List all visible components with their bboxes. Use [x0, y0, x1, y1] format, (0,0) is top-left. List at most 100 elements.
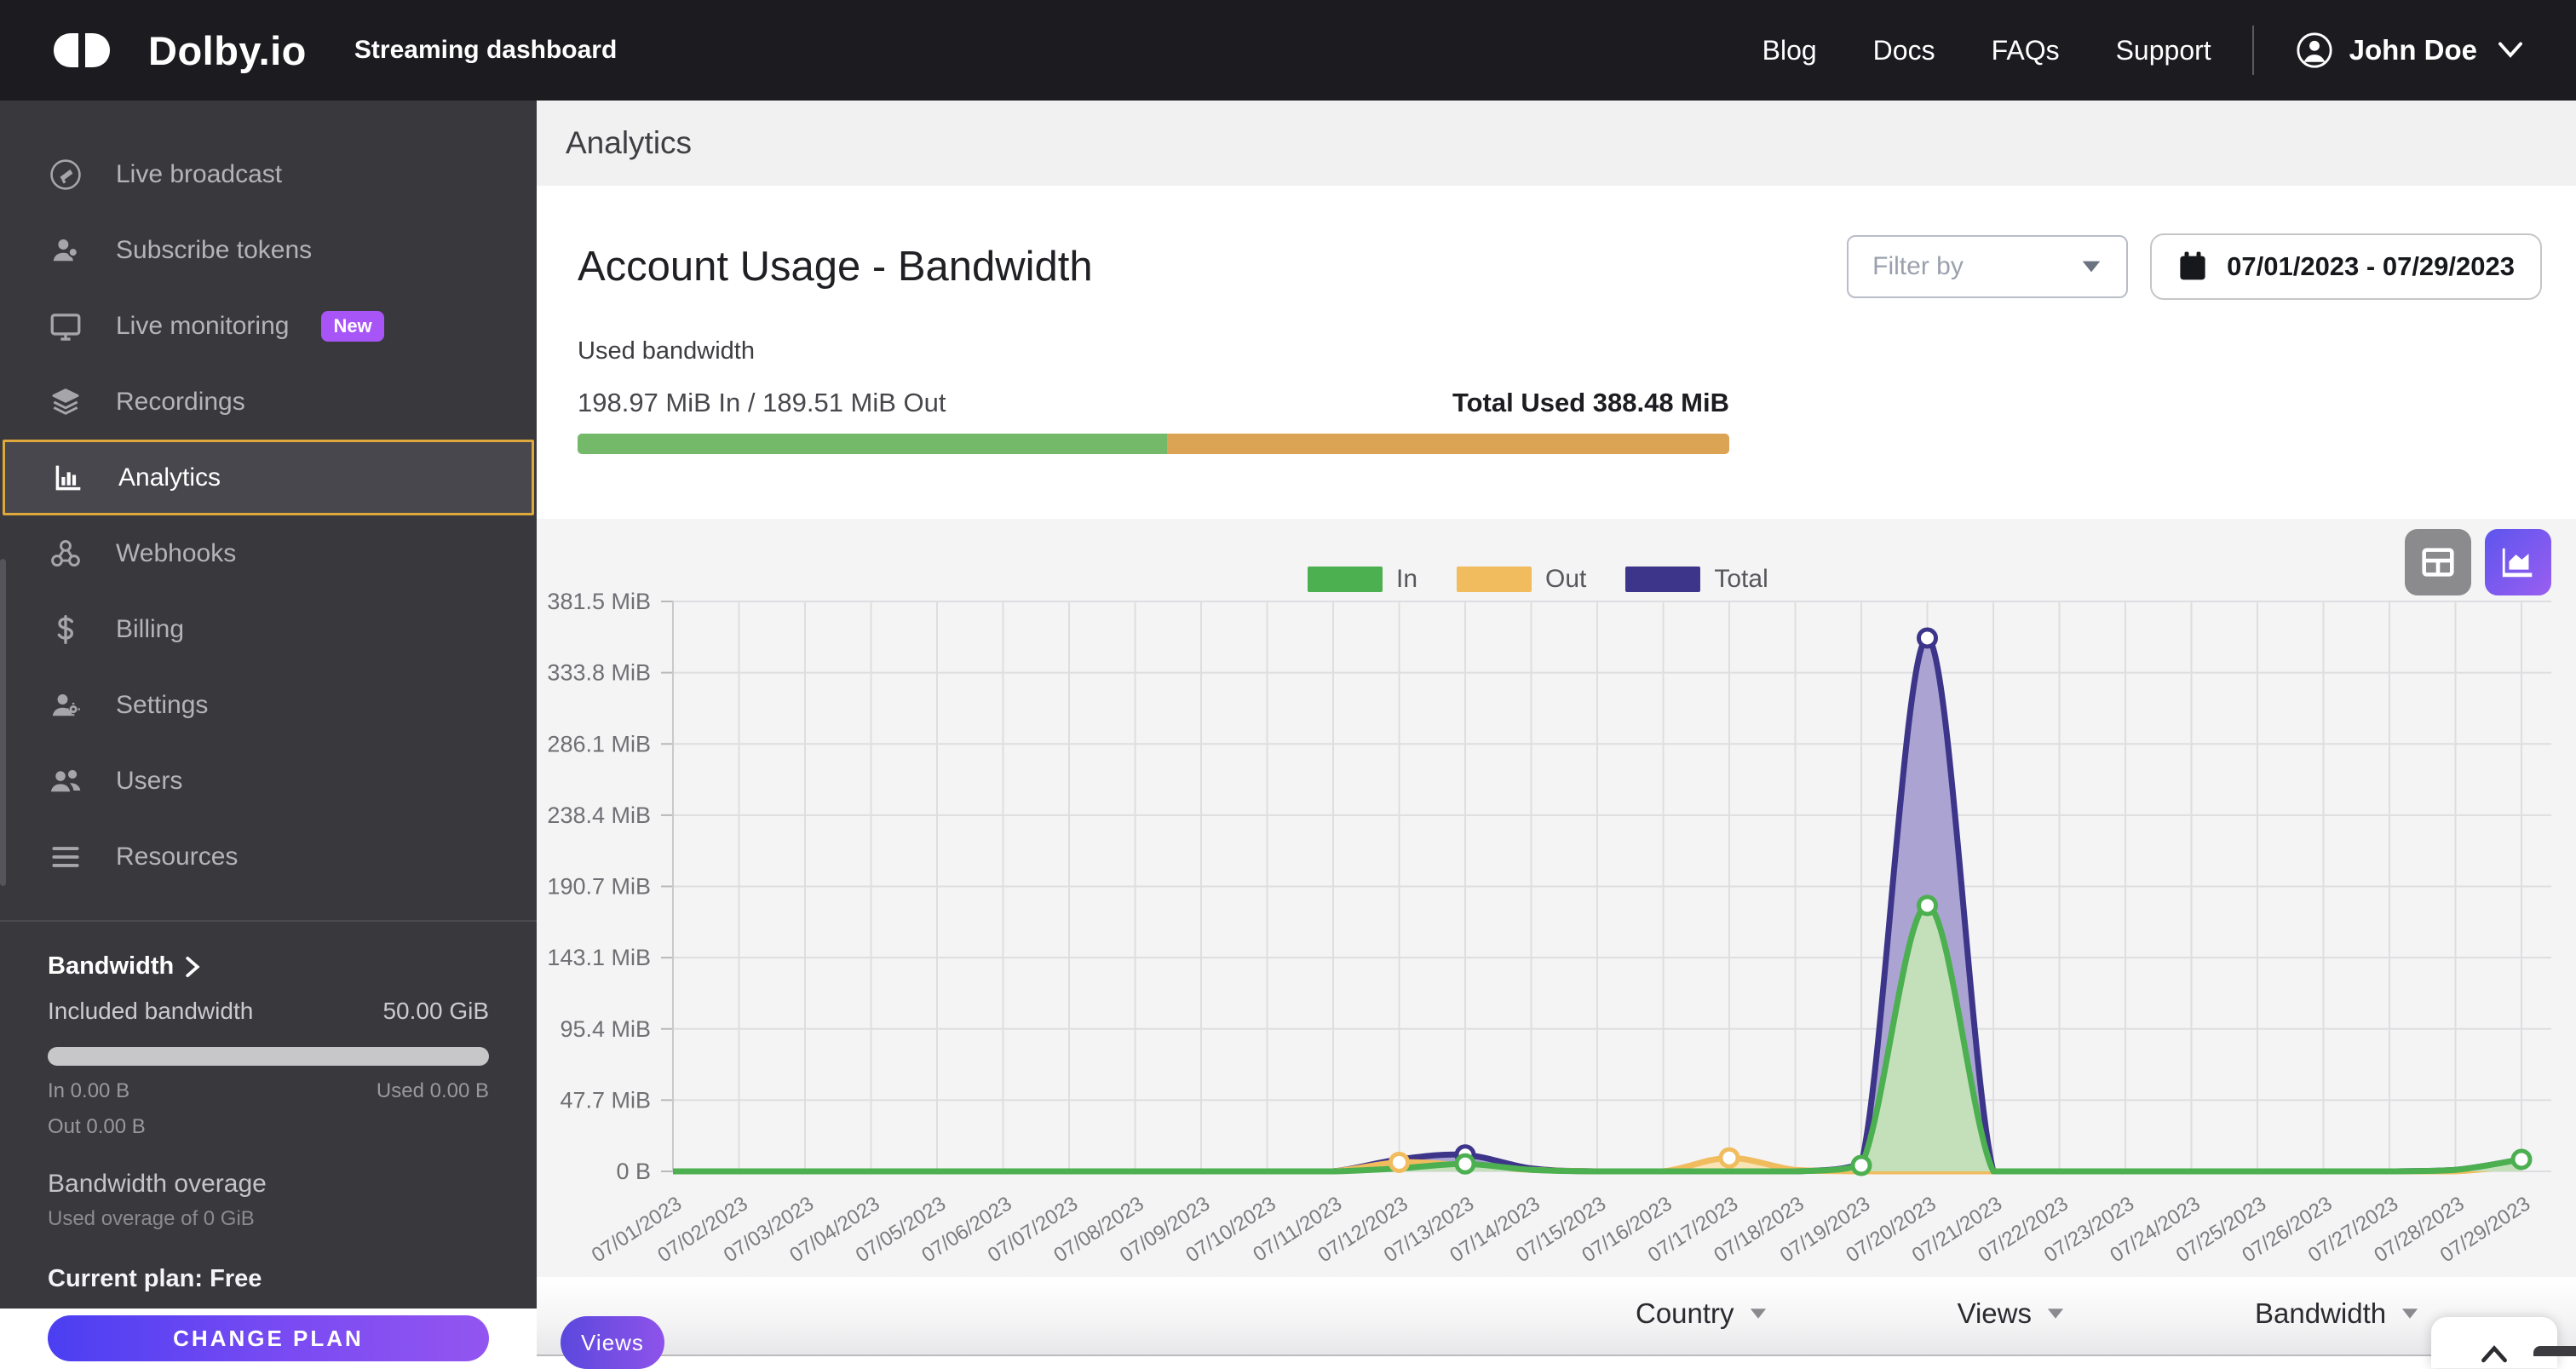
used-usage-label: Used 0.00 B	[376, 1079, 489, 1102]
y-axis-tick: 47.7 MiB	[560, 1087, 651, 1113]
dolby-double-d-icon	[54, 33, 110, 67]
caret-down-icon	[2082, 261, 2101, 273]
data-point-in-07/29/2023[interactable]	[2510, 1148, 2533, 1171]
legend-swatch-in	[1307, 567, 1383, 592]
sidebar-item-label: Recordings	[116, 387, 245, 416]
column-header-label: Country	[1636, 1297, 1734, 1329]
page-title: Account Usage - Bandwidth	[578, 244, 1093, 290]
used-bandwidth-label: Used bandwidth	[578, 337, 755, 365]
column-header-bandwidth[interactable]: Bandwidth	[2255, 1297, 2420, 1330]
chevron-up-icon	[2481, 1345, 2507, 1363]
dolby-logo[interactable]: Dolby.io	[53, 27, 307, 74]
sidebar-item-label: Analytics	[118, 463, 221, 492]
webhook-icon	[48, 536, 83, 572]
user-menu[interactable]: John Doe	[2295, 31, 2523, 70]
sidebar-item-settings[interactable]: Settings	[0, 667, 537, 743]
sidebar-item-label: Live broadcast	[116, 159, 283, 188]
data-point-in-07/20/2023[interactable]	[1917, 894, 1938, 917]
person-gear-icon	[48, 687, 83, 723]
data-point-total-07/20/2023[interactable]	[1917, 627, 1938, 649]
sidebar-scrollbar[interactable]	[0, 559, 6, 886]
column-header-label: Views	[1957, 1297, 2032, 1329]
bar-chart-icon	[50, 460, 86, 496]
data-point-out-07/12/2023[interactable]	[1389, 1151, 1410, 1173]
broadcast-icon	[48, 157, 83, 193]
bandwidth-overage-title: Bandwidth overage	[48, 1170, 267, 1198]
list-icon	[48, 839, 83, 875]
date-range-picker[interactable]: 07/01/2023 - 07/29/2023	[2150, 233, 2542, 300]
sidebar-item-label: Billing	[116, 614, 185, 643]
sidebar-item-label: Users	[116, 766, 183, 795]
caret-down-icon	[2401, 1309, 2418, 1319]
y-axis-tick: 95.4 MiB	[560, 1016, 651, 1042]
y-axis-tick: 143.1 MiB	[547, 945, 651, 970]
legend-item-out: Out	[1457, 565, 1586, 594]
sidebar-item-analytics[interactable]: Analytics	[3, 440, 534, 515]
top-link-support[interactable]: Support	[2115, 34, 2211, 66]
data-point-in-07/13/2023[interactable]	[1454, 1153, 1476, 1175]
legend-label: In	[1395, 565, 1418, 593]
graph-view-button[interactable]	[2485, 529, 2551, 595]
column-header-views[interactable]: Views	[1958, 1297, 2066, 1330]
filter-by-select[interactable]: Filter by	[1847, 235, 2129, 298]
sidebar-item-subscribe-tokens[interactable]: Subscribe tokens	[0, 212, 537, 288]
layers-icon	[48, 384, 83, 420]
usage-out-segment	[1167, 434, 1729, 454]
sidebar-item-label: Webhooks	[116, 538, 237, 567]
chevron-down-icon	[2498, 42, 2522, 58]
chart-view-toggles	[2405, 529, 2551, 595]
change-plan-button[interactable]: CHANGE PLAN	[48, 1315, 489, 1361]
sidebar-item-resources[interactable]: Resources	[0, 819, 537, 894]
sidebar-item-label: Resources	[116, 842, 239, 871]
top-link-docs[interactable]: Docs	[1872, 34, 1935, 66]
app-subtitle: Streaming dashboard	[354, 36, 618, 64]
sidebar-item-label: Settings	[116, 690, 209, 719]
table-column-headers: Country Views Bandwidth	[1636, 1297, 2420, 1330]
sidebar-item-billing[interactable]: Billing	[0, 591, 537, 667]
out-usage-label: Out 0.00 B	[48, 1115, 146, 1138]
sidebar-nav: Live broadcast Subscribe tokens Live monit…	[0, 101, 537, 894]
views-pill-button[interactable]: Views	[561, 1316, 664, 1369]
sidebar-item-webhooks[interactable]: Webhooks	[0, 515, 537, 591]
data-point-in-07/19/2023[interactable]	[1850, 1154, 1872, 1176]
data-point-out-07/17/2023[interactable]	[1718, 1147, 1740, 1169]
main-content: Analytics Account Usage - Bandwidth Filt…	[537, 101, 2576, 1369]
sidebar-item-live-broadcast[interactable]: Live broadcast	[0, 136, 537, 212]
column-header-country[interactable]: Country	[1636, 1297, 1768, 1330]
legend-swatch-out	[1457, 567, 1532, 592]
bandwidth-title-link[interactable]: Bandwidth	[48, 952, 489, 981]
sidebar-item-live-monitoring[interactable]: Live monitoring New	[0, 288, 537, 364]
y-axis-tick: 190.7 MiB	[547, 874, 651, 900]
usage-in-segment	[578, 434, 1168, 454]
sidebar-item-label: Subscribe tokens	[116, 235, 313, 264]
avatar-icon	[2297, 32, 2332, 68]
page-header-strip: Analytics	[537, 101, 2576, 186]
top-link-faqs[interactable]: FAQs	[1991, 34, 2060, 66]
column-header-label: Bandwidth	[2255, 1297, 2387, 1329]
table-icon	[2422, 548, 2454, 577]
sidebar-item-users[interactable]: Users	[0, 743, 537, 819]
calendar-icon	[2180, 251, 2205, 280]
bandwidth-area-chart[interactable]: 381.5 MiB 333.8 MiB 286.1 MiB 238.4 MiB 190.…	[537, 519, 2576, 1277]
top-link-blog[interactable]: Blog	[1762, 34, 1817, 66]
sidebar-divider	[0, 920, 537, 922]
top-navbar: Dolby.io Streaming dashboard Blog Docs FAQ…	[0, 0, 2576, 101]
page-header-title: Analytics	[566, 125, 693, 160]
legend-label: Out	[1545, 565, 1587, 593]
sidebar-item-label: Live monitoring	[116, 311, 290, 340]
topnav-divider	[2251, 26, 2254, 75]
in-usage-label: In 0.00 B	[48, 1079, 130, 1102]
person-token-icon	[48, 233, 83, 268]
user-name: John Doe	[2349, 34, 2477, 66]
bandwidth-chart-panel: In Out Total 381.5 MiB 333.8 MiB 286.1 MiB 23…	[537, 519, 2576, 1277]
total-used-value: Total Used 388.48 MiB	[1452, 388, 1729, 417]
caret-down-icon	[2047, 1309, 2064, 1319]
sidebar-item-recordings[interactable]: Recordings	[0, 364, 537, 440]
users-icon	[48, 763, 83, 799]
table-header-bar: Views Country Views Bandwidth	[537, 1277, 2576, 1369]
new-badge: New	[321, 310, 384, 342]
included-bandwidth-value: 50.00 GiB	[382, 998, 489, 1024]
table-view-button[interactable]	[2405, 529, 2471, 595]
scroll-to-top-button[interactable]	[2431, 1317, 2557, 1368]
corner-panel-edge	[2533, 1346, 2576, 1356]
